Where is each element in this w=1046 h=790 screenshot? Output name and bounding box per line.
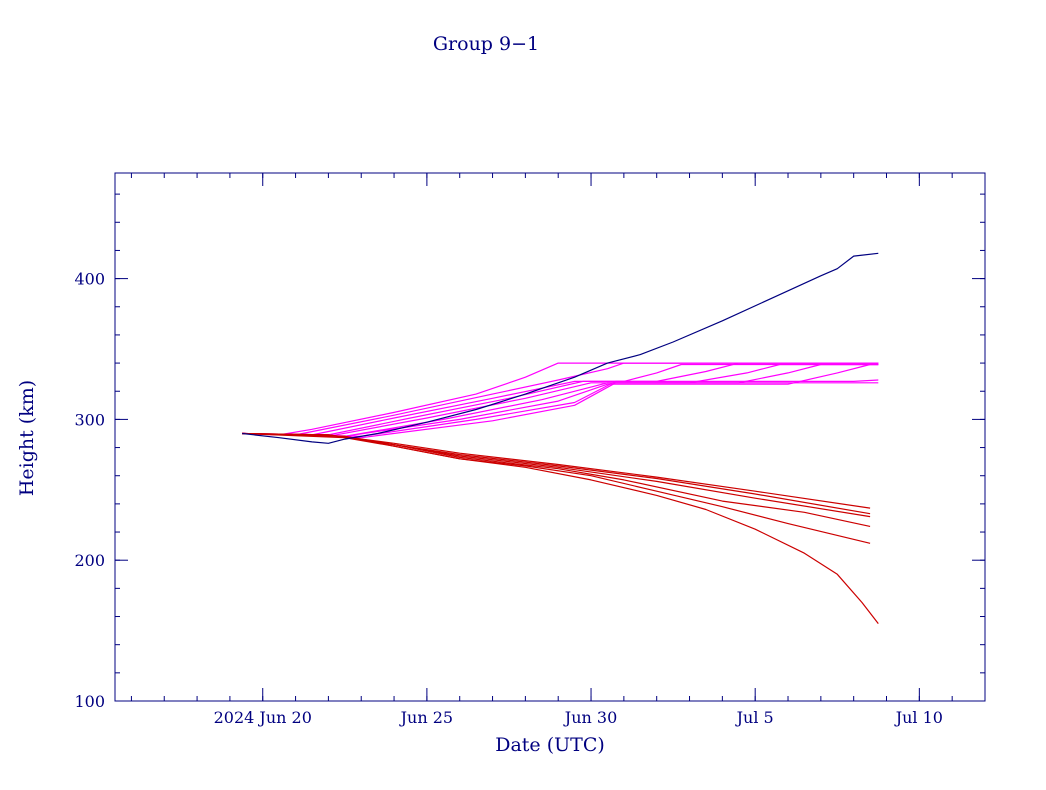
series-line-1 [242, 252, 879, 444]
x-tick-label: Jul 10 [894, 708, 943, 727]
x-tick-label: Jul 5 [735, 708, 774, 727]
tick-labels: 2024 Jun 20 Jun 25 Jun 30 Jul 5 Jul 10 100 200… [74, 270, 943, 727]
x-tick-label: 2024 Jun 20 [214, 708, 312, 727]
series-line-14 [242, 432, 871, 527]
y-tick-label: 100 [74, 692, 105, 711]
series-line-4 [242, 363, 879, 436]
series-line-7 [242, 363, 879, 437]
series-line-8 [242, 363, 879, 437]
series-line-6 [242, 363, 879, 437]
series-line-5 [242, 362, 879, 436]
chart-title: Group 9−1 [433, 33, 539, 55]
y-tick-label: 300 [74, 410, 105, 429]
series-line-16 [242, 432, 879, 624]
plot-frame [114, 172, 986, 702]
x-tick-label: Jun 30 [563, 708, 617, 727]
series-line-13 [242, 432, 871, 518]
x-axis-label: Date (UTC) [495, 734, 605, 756]
series-line-15 [242, 432, 871, 544]
y-tick-label: 400 [74, 270, 105, 289]
series-group [242, 252, 879, 624]
y-axis-label: Height (km) [16, 380, 38, 496]
y-tick-label: 200 [74, 551, 105, 570]
axis-ticks [115, 173, 986, 702]
x-tick-label: Jun 25 [399, 708, 453, 727]
series-line-3 [242, 362, 879, 436]
